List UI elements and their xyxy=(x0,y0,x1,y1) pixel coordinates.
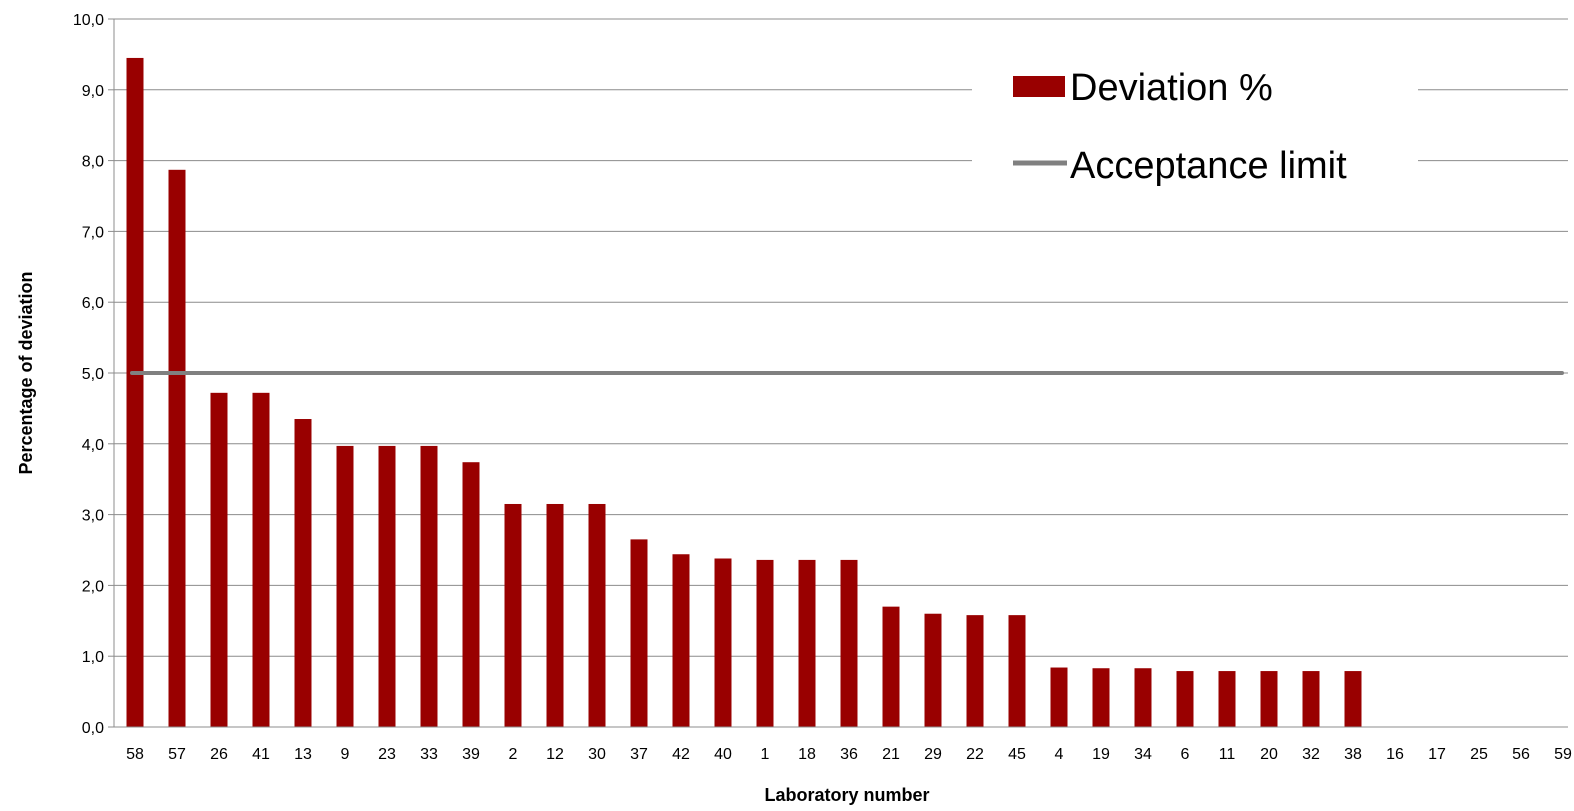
bar-lab-42 xyxy=(672,554,690,727)
legend-label-deviation: Deviation % xyxy=(1070,67,1273,109)
x-tick-label: 17 xyxy=(1428,746,1446,763)
x-tick-label: 42 xyxy=(672,746,690,763)
x-tick-label: 9 xyxy=(341,746,350,763)
y-tick-label: 1,0 xyxy=(82,649,104,666)
bar-lab-13 xyxy=(294,419,312,727)
bar-lab-19 xyxy=(1092,668,1110,727)
bar-lab-11 xyxy=(1218,671,1236,727)
x-tick-label: 32 xyxy=(1302,746,1320,763)
y-tick-label: 10,0 xyxy=(73,12,104,29)
y-tick-label: 2,0 xyxy=(82,578,104,595)
bar-lab-34 xyxy=(1134,668,1152,727)
bar-lab-32 xyxy=(1302,671,1320,727)
bar-lab-40 xyxy=(714,558,732,727)
bar-lab-22 xyxy=(966,615,984,727)
x-tick-label: 37 xyxy=(630,746,648,763)
y-tick-label: 3,0 xyxy=(82,508,104,525)
y-tick-label: 7,0 xyxy=(82,224,104,241)
x-tick-label: 23 xyxy=(378,746,396,763)
bar-lab-30 xyxy=(588,503,606,727)
x-tick-label: 21 xyxy=(882,746,900,763)
bar-lab-58 xyxy=(126,57,144,727)
x-tick-label: 45 xyxy=(1008,746,1026,763)
x-tick-label: 12 xyxy=(546,746,564,763)
bar-lab-1 xyxy=(756,559,774,727)
bar-lab-26 xyxy=(210,392,228,727)
x-tick-label: 26 xyxy=(210,746,228,763)
x-tick-label: 57 xyxy=(168,746,186,763)
x-tick-label: 2 xyxy=(509,746,518,763)
x-tick-label: 11 xyxy=(1219,746,1236,763)
bars xyxy=(126,57,1362,727)
x-tick-label: 33 xyxy=(420,746,438,763)
bar-lab-36 xyxy=(840,559,858,727)
x-tick-label: 6 xyxy=(1181,746,1190,763)
x-tick-label: 29 xyxy=(924,746,942,763)
bar-lab-20 xyxy=(1260,671,1278,727)
x-tick-label: 20 xyxy=(1260,746,1278,763)
x-tick-label: 18 xyxy=(798,746,816,763)
bar-lab-38 xyxy=(1344,671,1362,727)
bar-lab-57 xyxy=(168,169,186,727)
bar-lab-39 xyxy=(462,462,480,727)
x-tick-label: 36 xyxy=(840,746,858,763)
x-tick-label: 41 xyxy=(252,746,270,763)
x-tick-label: 30 xyxy=(588,746,606,763)
x-tick-label: 1 xyxy=(761,746,770,763)
x-tick-label: 38 xyxy=(1344,746,1362,763)
bar-lab-4 xyxy=(1050,667,1068,727)
bar-lab-29 xyxy=(924,613,942,727)
x-tick-label: 13 xyxy=(294,746,312,763)
y-axis-title: Percentage of deviation xyxy=(16,271,36,474)
bar-lab-18 xyxy=(798,559,816,727)
bar-lab-21 xyxy=(882,606,900,727)
x-tick-label: 59 xyxy=(1554,746,1572,763)
bar-lab-2 xyxy=(504,503,522,727)
y-tick-label: 4,0 xyxy=(82,437,104,454)
x-tick-label: 39 xyxy=(462,746,480,763)
legend-swatch-deviation xyxy=(1013,76,1065,97)
axes: 0,01,02,03,04,05,06,07,08,09,010,058 57 26… xyxy=(73,12,1572,763)
y-tick-label: 6,0 xyxy=(82,295,104,312)
x-axis-title: Laboratory number xyxy=(764,785,929,805)
x-tick-label: 56 xyxy=(1512,746,1530,763)
bar-lab-41 xyxy=(252,392,270,727)
x-tick-label: 34 xyxy=(1134,746,1152,763)
bar-lab-23 xyxy=(378,445,396,727)
bar-lab-33 xyxy=(420,445,438,727)
x-tick-label: 4 xyxy=(1055,746,1064,763)
y-tick-label: 8,0 xyxy=(82,154,104,171)
y-tick-label: 9,0 xyxy=(82,83,104,100)
bar-lab-45 xyxy=(1008,615,1026,727)
y-tick-label: 5,0 xyxy=(82,366,104,383)
x-tick-label: 16 xyxy=(1386,746,1404,763)
x-tick-label: 22 xyxy=(966,746,984,763)
bar-lab-37 xyxy=(630,539,648,727)
bar-lab-9 xyxy=(336,445,354,727)
x-tick-label: 25 xyxy=(1470,746,1488,763)
y-tick-label: 0,0 xyxy=(82,720,104,737)
legend: Deviation % Acceptance limit xyxy=(972,54,1418,194)
bar-lab-6 xyxy=(1176,671,1194,727)
x-tick-label: 19 xyxy=(1092,746,1110,763)
x-tick-label: 58 xyxy=(126,746,144,763)
legend-label-acceptance-limit: Acceptance limit xyxy=(1070,145,1347,187)
bar-lab-12 xyxy=(546,503,564,727)
x-tick-label: 40 xyxy=(714,746,732,763)
